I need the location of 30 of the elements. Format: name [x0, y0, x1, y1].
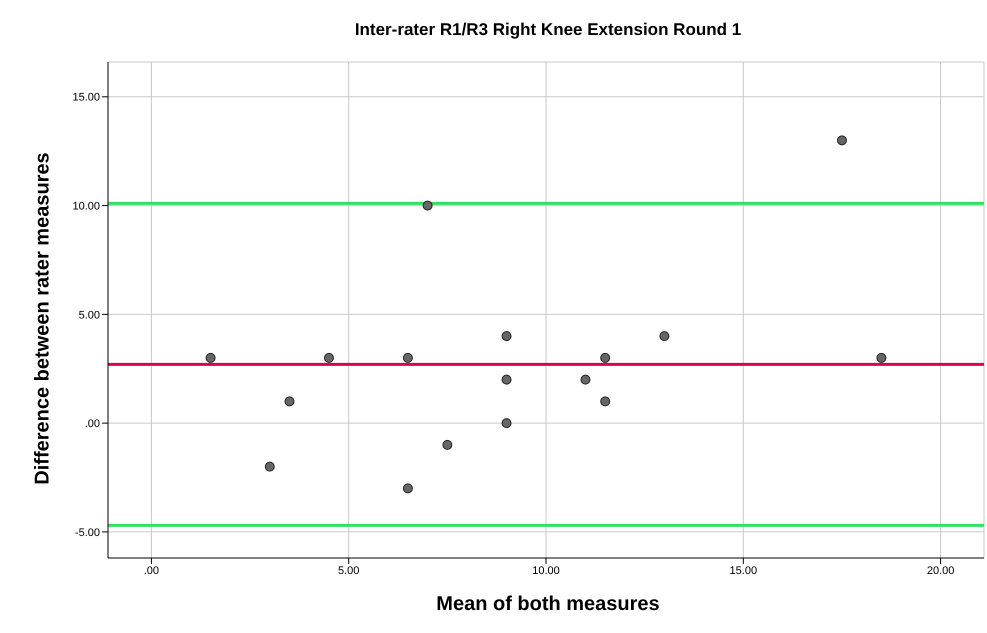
point [402, 352, 413, 363]
point [600, 352, 610, 363]
x-axis-title: Mean of both measures [435, 593, 661, 616]
point [324, 352, 334, 363]
point [502, 374, 512, 385]
y-tick-label: 15.00 [72, 92, 100, 104]
point [876, 352, 886, 363]
chart-title: Inter-rater R1/R3 Right Knee Extension Round 1 [354, 20, 742, 40]
point [206, 352, 216, 363]
point [502, 331, 512, 342]
point [502, 418, 512, 428]
x-tick-label: 5.00 [338, 564, 360, 577]
point [659, 331, 670, 342]
x-tick-label: 10.00 [532, 564, 560, 577]
y-tick-label: 10.00 [72, 200, 100, 212]
x-tick-label: 20.00 [926, 564, 954, 577]
x-tick-label: .00 [144, 564, 160, 577]
point [422, 200, 433, 211]
point [264, 462, 275, 472]
point [836, 135, 847, 146]
point [402, 483, 413, 494]
y-tick-label: 5.00 [78, 309, 100, 322]
point [284, 396, 295, 406]
point [600, 396, 610, 406]
y-tick-label: .00 [84, 418, 100, 430]
y-tick-label: -5.00 [74, 526, 100, 539]
point [580, 374, 590, 385]
point [442, 440, 452, 450]
x-tick-label: 15.00 [730, 564, 758, 577]
y-axis-title: Difference between rater measures [32, 152, 54, 484]
